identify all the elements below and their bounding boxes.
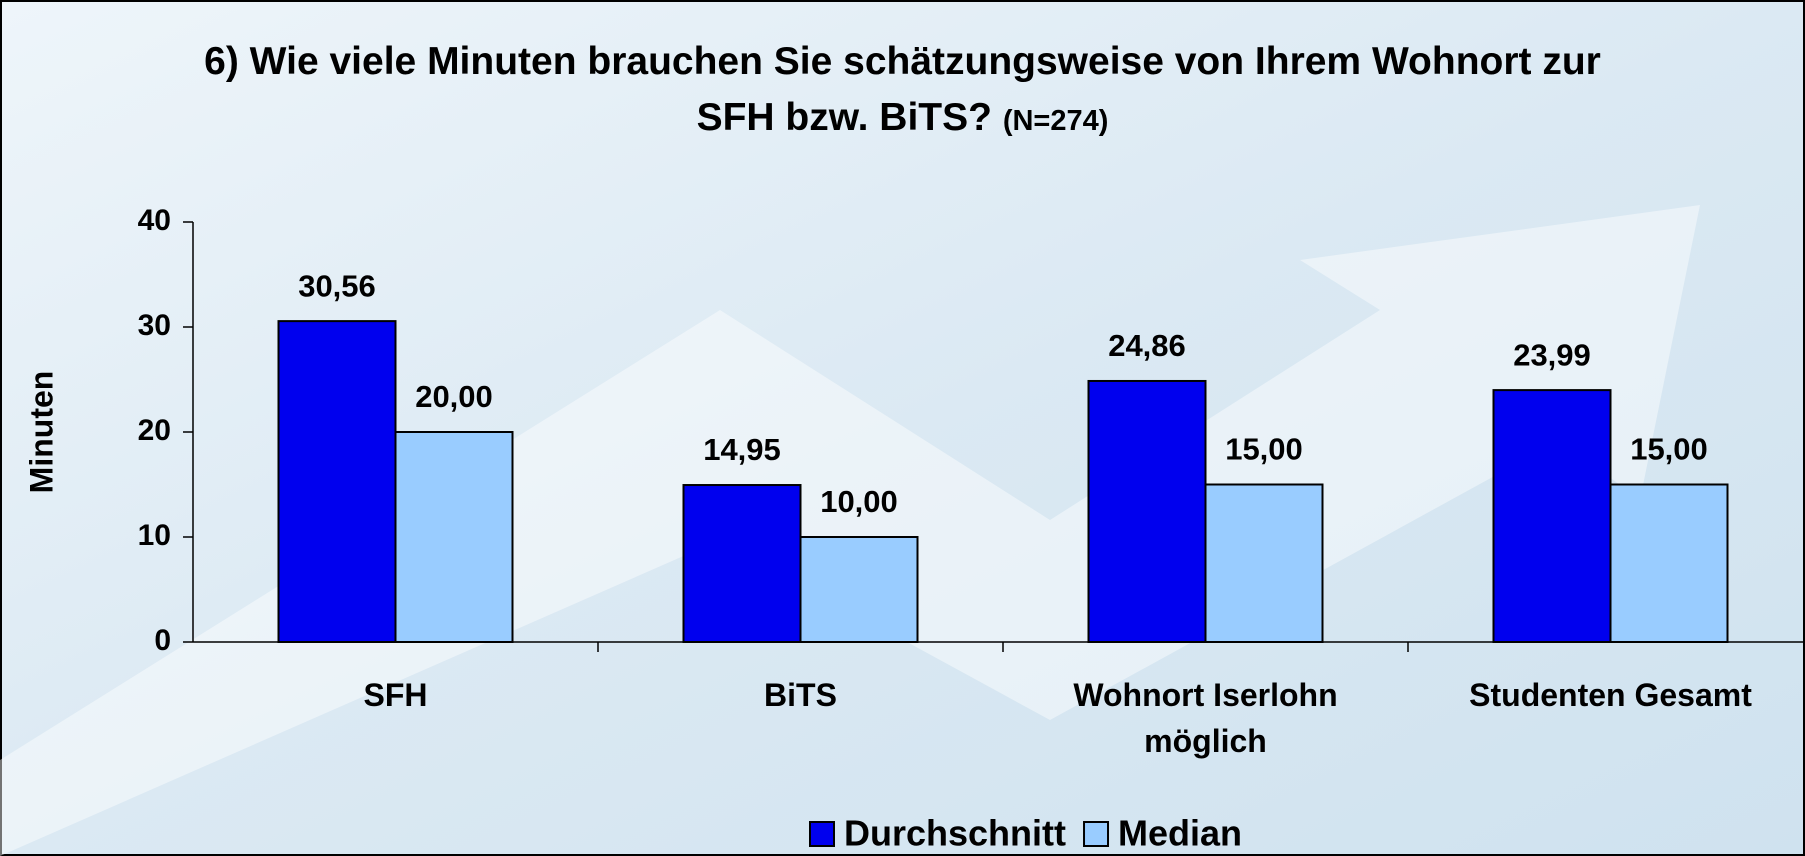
value-label: 20,00 <box>415 379 493 414</box>
y-tick-label: 20 <box>138 414 171 447</box>
bar <box>684 485 801 642</box>
x-tick-label: BiTS <box>636 672 966 718</box>
title-block: 6) Wie viele Minuten brauchen Sie schätz… <box>0 34 1805 149</box>
bar <box>279 321 396 642</box>
y-tick-label: 30 <box>138 309 171 342</box>
bar <box>1611 485 1728 643</box>
value-label: 24,86 <box>1108 328 1186 363</box>
y-tick-label: 10 <box>138 519 171 552</box>
bar <box>1089 381 1206 642</box>
legend-label: Median <box>1118 813 1242 854</box>
bar <box>1494 390 1611 642</box>
bar <box>1206 485 1323 643</box>
value-label: 15,00 <box>1630 432 1708 467</box>
value-label: 23,99 <box>1513 337 1591 372</box>
x-tick-label: Studenten Gesamt <box>1446 672 1776 718</box>
value-label: 14,95 <box>703 432 781 467</box>
y-tick-label: 0 <box>154 624 171 657</box>
chart-title: 6) Wie viele Minuten brauchen Sie schätz… <box>204 40 1601 139</box>
legend-swatch <box>810 822 834 846</box>
bar <box>801 537 918 642</box>
value-label: 15,00 <box>1225 432 1303 467</box>
legend-swatch <box>1084 822 1108 846</box>
value-label: 10,00 <box>820 484 898 519</box>
y-tick-label: 40 <box>138 204 171 237</box>
bar <box>396 432 513 642</box>
y-axis-label: Minuten <box>23 371 59 494</box>
chart-subtitle: (N=274) <box>1003 105 1109 137</box>
value-label: 30,56 <box>298 268 376 303</box>
x-tick-label: SFH <box>231 672 561 718</box>
legend-label: Durchschnitt <box>844 813 1066 854</box>
chart-page: Minuten 0 10 20 30 40 30,56 20,00 14,95 10,00 24,… <box>0 0 1805 856</box>
x-tick-label: Wohnort Iserlohn möglich <box>1041 672 1371 764</box>
